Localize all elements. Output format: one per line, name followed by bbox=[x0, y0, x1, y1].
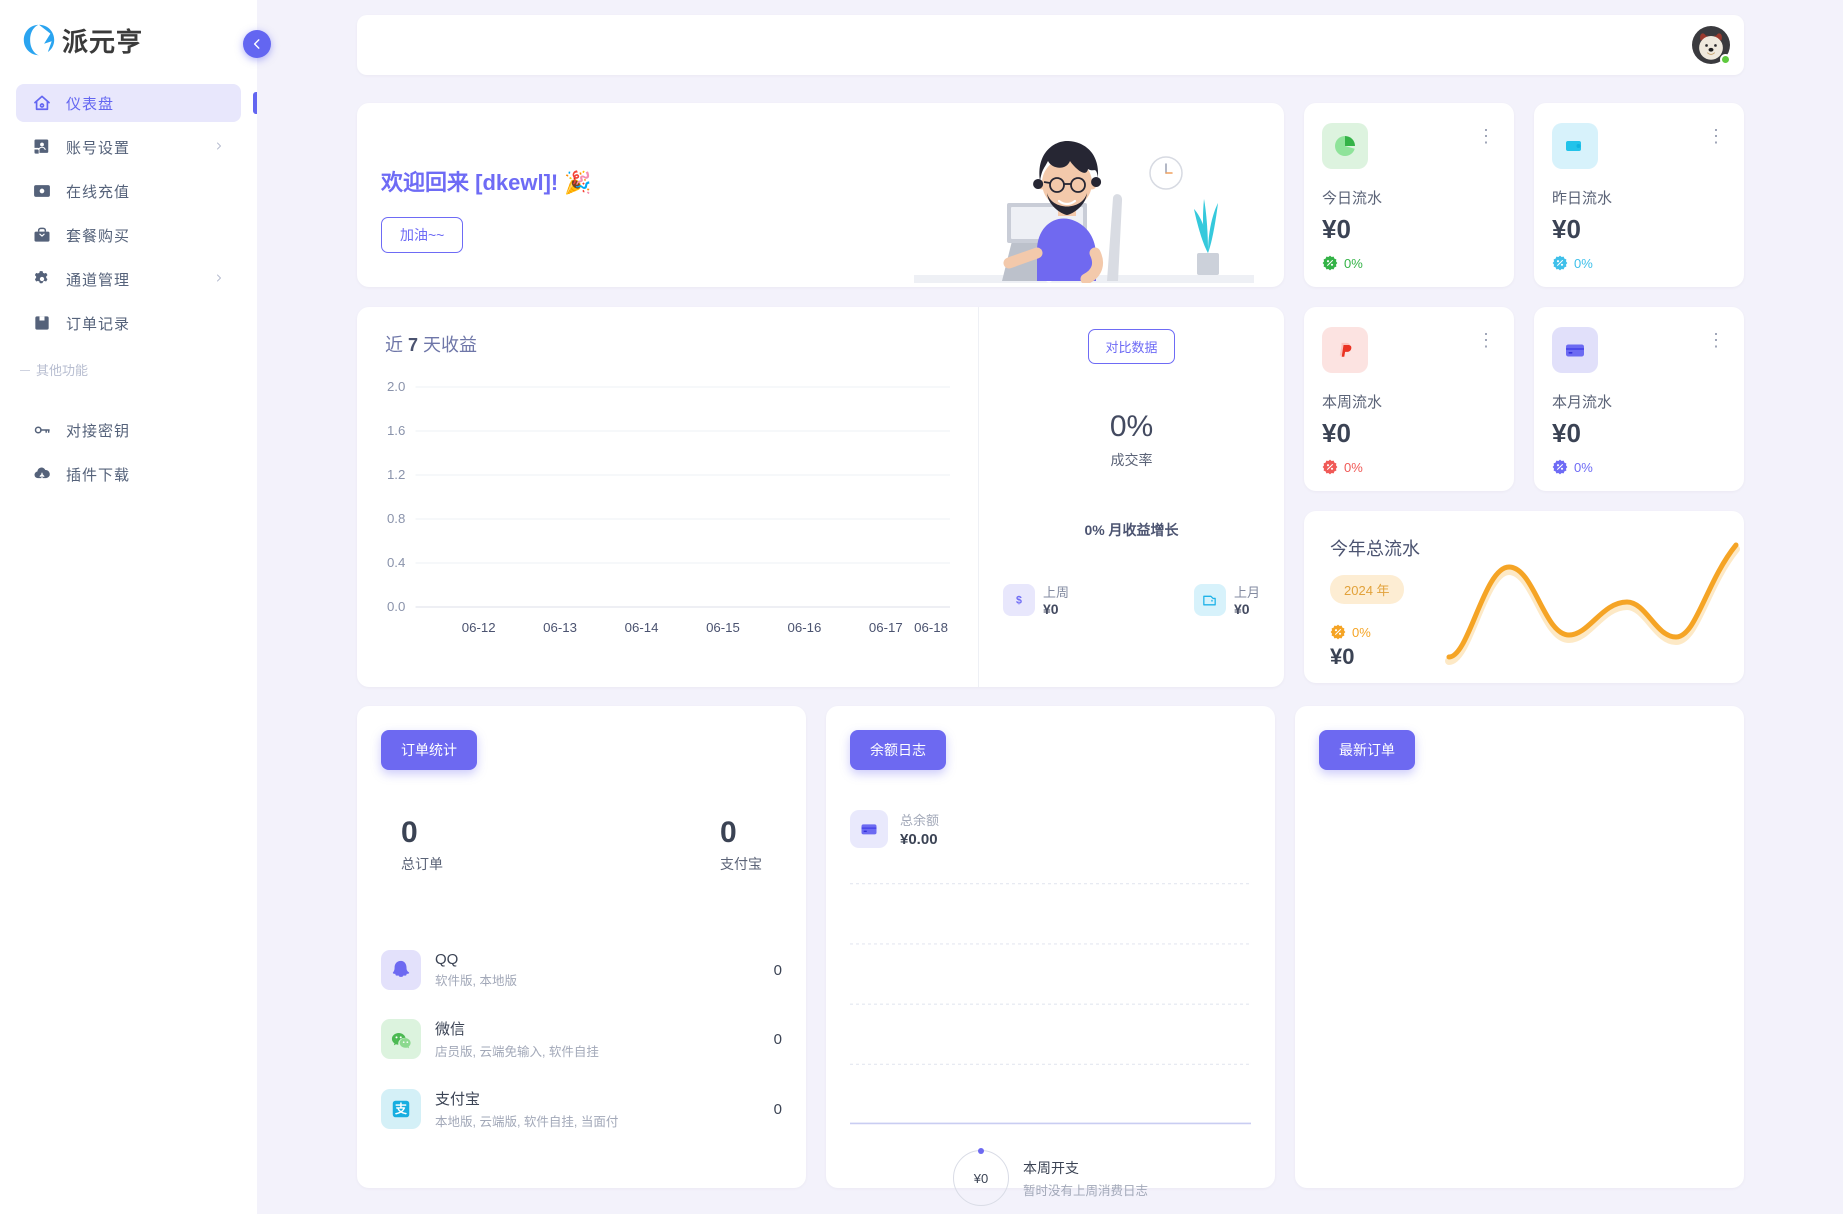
svg-text:06-15: 06-15 bbox=[706, 620, 740, 635]
svg-text:06-16: 06-16 bbox=[788, 620, 822, 635]
svg-text:支: 支 bbox=[394, 1102, 408, 1116]
svg-text:06-12: 06-12 bbox=[462, 620, 496, 635]
svg-text:$: $ bbox=[1016, 594, 1022, 606]
svg-text:1.6: 1.6 bbox=[387, 423, 405, 438]
svg-text:06-13: 06-13 bbox=[543, 620, 577, 635]
svg-text:0.8: 0.8 bbox=[387, 511, 405, 526]
svg-text:0.4: 0.4 bbox=[387, 555, 405, 570]
svg-text:06-18: 06-18 bbox=[914, 620, 948, 635]
svg-text:1.2: 1.2 bbox=[387, 467, 405, 482]
svg-text:06-14: 06-14 bbox=[625, 620, 659, 635]
svg-text:06-17: 06-17 bbox=[869, 620, 903, 635]
svg-text:0.0: 0.0 bbox=[387, 599, 405, 614]
svg-text:2.0: 2.0 bbox=[387, 379, 405, 394]
